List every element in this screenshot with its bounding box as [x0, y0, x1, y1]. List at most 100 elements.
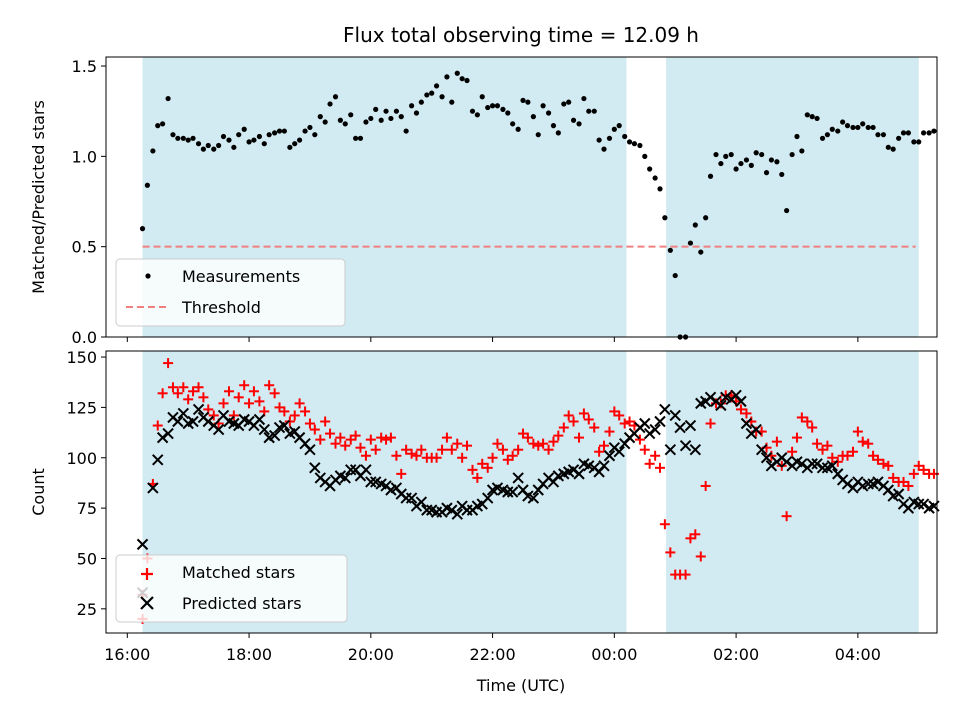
- x-tick-label: 02:00: [713, 645, 759, 664]
- matched-star-point: [254, 396, 265, 407]
- bottom-legend-box: [115, 554, 348, 623]
- measurement-point: [738, 160, 744, 167]
- predicted-star-point: [268, 429, 281, 442]
- matched-star-point: [228, 410, 239, 421]
- measurement-point: [388, 115, 394, 122]
- measurement-point: [150, 148, 156, 154]
- measurement-point: [418, 99, 424, 105]
- matched-star-point: [248, 386, 259, 397]
- measurement-point: [763, 170, 770, 176]
- measurement-point: [363, 119, 369, 125]
- measurement-point: [626, 139, 633, 145]
- measurement-point: [170, 132, 176, 138]
- matched-star-point: [847, 446, 858, 457]
- measurement-point: [231, 144, 237, 150]
- predicted-stars-legend-marker: [140, 596, 154, 610]
- predicted-star-point: [192, 403, 205, 416]
- measurement-point: [348, 112, 354, 118]
- measurement-point: [525, 99, 531, 105]
- measurement-point: [155, 123, 161, 129]
- measurement-point: [216, 142, 222, 149]
- matched-star-point: [634, 434, 645, 445]
- measurement-point: [890, 146, 896, 152]
- predicted-star-point: [304, 443, 316, 456]
- measurement-point: [733, 166, 739, 172]
- predicted-star-point: [826, 460, 838, 472]
- matched-star-point: [360, 450, 371, 461]
- predicted-star-point: [603, 450, 616, 462]
- predicted-star-point: [339, 472, 351, 484]
- measurement-point: [236, 132, 242, 138]
- predicted-star-point: [674, 421, 686, 434]
- x-tick-label: 20:00: [348, 645, 394, 664]
- measurement-point: [601, 146, 607, 152]
- matched-star-point: [594, 446, 605, 457]
- measurement-point: [144, 182, 150, 188]
- measurement-point: [916, 139, 922, 145]
- measurement-point: [312, 132, 318, 138]
- bottom-legend: Matched stars Predicted stars: [115, 554, 348, 623]
- matched-star-point: [690, 529, 701, 540]
- matched-star-point: [193, 382, 204, 393]
- predicted-star-point: [649, 423, 661, 436]
- matched-star-point: [437, 444, 448, 455]
- matched-star-point: [411, 450, 422, 461]
- matched-star-point: [183, 394, 194, 405]
- measurement-point: [723, 153, 729, 159]
- measurement-point: [469, 108, 476, 114]
- matched-star-point: [812, 438, 823, 449]
- matched-star-point: [857, 436, 868, 447]
- matched-star-point: [888, 472, 899, 483]
- matched-star-point: [578, 408, 589, 419]
- matched-star-point: [300, 406, 311, 417]
- matched-star-point: [381, 434, 392, 445]
- measurement-point: [905, 130, 911, 136]
- measurement-point: [180, 135, 186, 141]
- measurement-point: [368, 115, 374, 122]
- matched-star-point: [827, 452, 838, 463]
- measurement-point: [840, 119, 846, 125]
- matched-star-point: [218, 398, 229, 409]
- matched-star-point: [452, 438, 463, 449]
- measurement-point: [550, 123, 557, 129]
- matched-star-point: [497, 444, 508, 455]
- predicted-star-point: [278, 419, 291, 432]
- measurement-point: [870, 124, 876, 131]
- matched-star-point: [289, 410, 300, 421]
- measurement-point: [642, 153, 648, 159]
- matched-star-point: [533, 440, 544, 451]
- matched-star-point: [472, 472, 483, 483]
- matched-star-point: [655, 462, 665, 473]
- measurement-point: [342, 121, 348, 127]
- matched-star-point: [467, 464, 478, 475]
- measurement-point: [591, 108, 597, 114]
- top-measurement-points: [139, 70, 937, 340]
- measurement-point: [844, 123, 851, 129]
- measurement-point: [160, 121, 166, 127]
- matched-star-point: [264, 380, 275, 391]
- y-tick-label: 1.5: [72, 57, 97, 76]
- measurement-point: [220, 133, 227, 140]
- predicted-star-point: [172, 415, 184, 428]
- measurement-point: [804, 112, 810, 118]
- measurement-point: [500, 106, 506, 112]
- matched-star-point: [304, 418, 315, 429]
- y-tick-label: 150: [66, 348, 97, 367]
- measurement-point: [779, 171, 785, 178]
- measurement-point: [616, 123, 622, 129]
- measurement-point: [383, 108, 389, 114]
- matched-star-point: [553, 430, 564, 441]
- matched-star-point: [441, 432, 452, 443]
- y-tick-label: 75: [77, 499, 97, 518]
- matched-star-point: [659, 519, 670, 530]
- matched-star-point: [431, 452, 442, 463]
- measurement-point: [652, 175, 658, 181]
- predicted-star-point: [892, 488, 905, 500]
- matched-star-point: [513, 444, 524, 455]
- predicted-star-point: [451, 508, 463, 520]
- matched-star-point: [152, 420, 163, 431]
- matched-star-point: [705, 418, 716, 429]
- measurement-point: [637, 142, 643, 149]
- measurement-point: [439, 94, 445, 100]
- measurement-point: [748, 162, 754, 168]
